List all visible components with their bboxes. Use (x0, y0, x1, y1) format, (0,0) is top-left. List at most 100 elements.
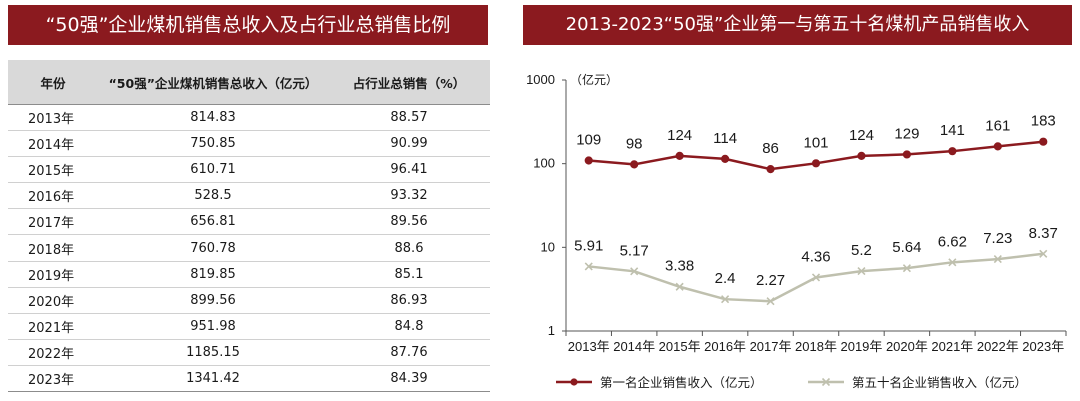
cell-revenue: 1185.15 (98, 339, 328, 366)
series-1-point (1039, 137, 1048, 146)
cell-revenue: 1341.42 (98, 365, 328, 393)
x-tick-label: 2023年 (1022, 339, 1064, 354)
series-2-data-label: 3.38 (665, 258, 694, 275)
cell-year: 2020年 (8, 287, 98, 314)
header-year: 年份 (8, 60, 98, 105)
x-tick-label: 2013年 (568, 339, 610, 354)
series-1-data-label: 141 (940, 122, 965, 139)
cell-year: 2016年 (8, 182, 98, 210)
series-1-data-label: 86 (762, 140, 779, 157)
series-2-point (584, 262, 593, 271)
x-tick-label: 2022年 (977, 339, 1019, 354)
cell-revenue: 610.71 (98, 156, 328, 184)
cell-revenue: 951.98 (98, 313, 328, 340)
series-1-data-label: 161 (985, 117, 1010, 134)
cell-year: 2023年 (8, 365, 98, 393)
right-panel-title: 2013-2023“50强”企业第一与第五十名煤机产品销售收入 (523, 5, 1072, 45)
cell-revenue: 899.56 (98, 287, 328, 314)
y-tick-label: 100 (533, 156, 555, 171)
cell-share: 88.57 (328, 104, 490, 132)
series-1-point (584, 156, 593, 165)
series-1-point (948, 147, 957, 156)
series-1-data-label: 114 (713, 130, 737, 147)
series-1-data-label: 183 (1031, 113, 1056, 130)
table-row: 2014年 750.85 90.99 (8, 130, 490, 158)
series-2-point (630, 267, 639, 276)
series-2-point (948, 258, 957, 267)
cell-year: 2018年 (8, 234, 98, 262)
series-2-point (1039, 249, 1048, 258)
cell-share: 89.56 (328, 208, 490, 236)
table-row: 2016年 528.5 93.32 (8, 182, 490, 210)
series-2-point (811, 273, 821, 282)
series-1-point (766, 165, 775, 174)
x-tick-label: 2015年 (659, 339, 701, 354)
cell-year: 2021年 (8, 313, 98, 340)
cell-year: 2022年 (8, 339, 98, 366)
series-1-point (902, 150, 912, 159)
cell-share: 87.76 (328, 339, 490, 366)
x-tick-label: 2019年 (840, 339, 882, 354)
y-tick-label: 10 (541, 239, 555, 254)
y-axis-unit-label: （亿元） (570, 72, 618, 87)
cell-share: 84.39 (328, 365, 490, 393)
revenue-table: 年份 “50强”企业煤机销售总收入（亿元） 占行业总销售（%） 2013年 814… (8, 60, 490, 393)
series-1-point (993, 142, 1002, 151)
series-2-point (902, 264, 911, 273)
series-2-data-label: 5.91 (574, 237, 603, 254)
table-row: 2015年 610.71 96.41 (8, 156, 490, 184)
series-2-data-label: 7.23 (983, 230, 1012, 247)
series-1-data-label: 109 (576, 132, 601, 149)
series-2-data-label: 8.37 (1029, 225, 1058, 242)
y-tick-label: 1000 (526, 72, 555, 87)
series-1-point (675, 151, 684, 160)
series-2-data-label: 6.62 (938, 233, 967, 250)
table-row: 2019年 819.85 85.1 (8, 261, 490, 288)
cell-year: 2015年 (8, 156, 98, 184)
legend-marker-2 (821, 377, 831, 387)
cell-year: 2019年 (8, 261, 98, 288)
header-revenue: “50强”企业煤机销售总收入（亿元） (98, 60, 328, 105)
x-tick-label: 2016年 (704, 339, 746, 354)
series-2-data-label: 5.64 (892, 239, 921, 256)
series-1-data-label: 129 (894, 125, 919, 142)
cell-revenue: 750.85 (98, 130, 328, 158)
cell-share: 86.93 (328, 287, 490, 314)
series-2-point (857, 267, 866, 276)
cell-share: 96.41 (328, 156, 490, 184)
cell-share: 90.99 (328, 130, 490, 158)
table-header-row: 年份 “50强”企业煤机销售总收入（亿元） 占行业总销售（%） (8, 60, 490, 105)
series-2-data-label: 4.36 (801, 248, 830, 265)
x-tick-label: 2021年 (931, 339, 973, 354)
cell-year: 2014年 (8, 130, 98, 158)
cell-revenue: 656.81 (98, 208, 328, 236)
series-2-point (675, 282, 684, 291)
x-tick-label: 2020年 (886, 339, 928, 354)
series-1-point (720, 154, 730, 164)
y-tick-label: 1 (548, 323, 555, 338)
cell-share: 84.8 (328, 313, 490, 340)
legend-label-1: 第一名企业销售收入（亿元） (600, 375, 763, 390)
table-row: 2018年 760.78 88.6 (8, 234, 490, 262)
series-2-data-label: 5.2 (851, 242, 872, 259)
x-tick-label: 2014年 (613, 339, 655, 354)
table-row: 2022年 1185.15 87.76 (8, 339, 490, 366)
table-row: 2023年 1341.42 84.39 (8, 365, 490, 393)
legend-label-2: 第五十名企业销售收入（亿元） (852, 375, 1027, 390)
series-2-point (766, 297, 775, 306)
legend-marker-1 (570, 378, 578, 386)
series-2-data-label: 2.4 (715, 270, 736, 287)
series-2-data-label: 5.17 (620, 242, 649, 259)
left-panel-title: “50强”企业煤机销售总收入及占行业总销售比例 (8, 5, 488, 45)
cell-share: 93.32 (328, 182, 490, 210)
x-tick-label: 2018年 (795, 339, 837, 354)
header-share: 占行业总销售（%） (328, 60, 490, 105)
cell-revenue: 814.83 (98, 104, 328, 132)
cell-revenue: 528.5 (98, 182, 328, 210)
series-1-point (857, 151, 866, 160)
x-tick-label: 2017年 (750, 339, 792, 354)
table-body: 2013年 814.83 88.57 2014年 750.85 90.99 2015年 610… (8, 104, 490, 393)
series-1-data-label: 124 (849, 127, 874, 144)
series-1-point (630, 160, 639, 169)
